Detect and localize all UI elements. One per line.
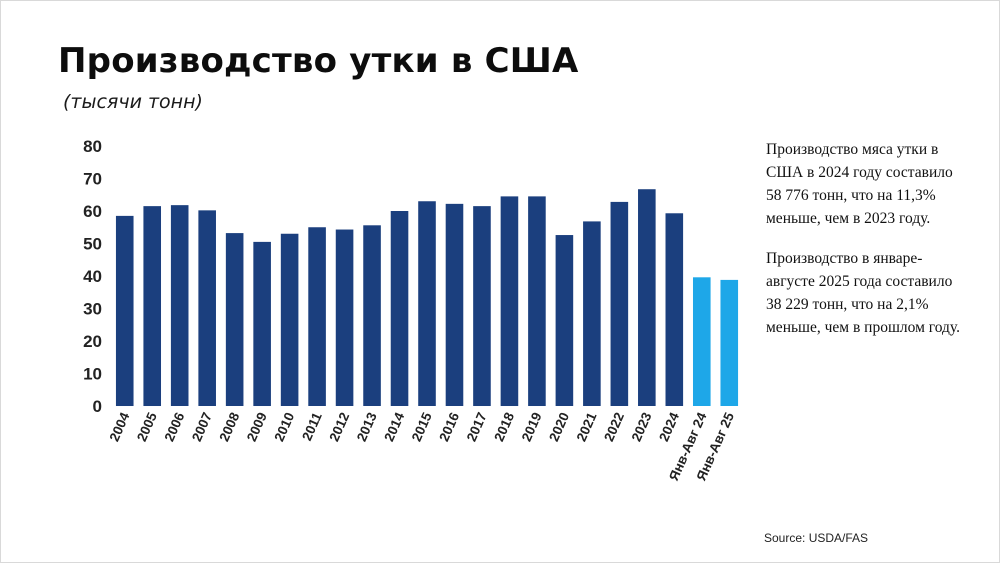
- bar: [170, 205, 189, 406]
- bar: [198, 210, 216, 406]
- y-tick-label: 50: [83, 235, 102, 254]
- bar: [280, 233, 299, 406]
- bar: [555, 235, 574, 406]
- x-tick-label: 2006: [162, 410, 188, 444]
- bar: [390, 211, 409, 406]
- bar: [363, 225, 381, 406]
- bar: [143, 206, 162, 407]
- y-tick-label: 10: [83, 365, 102, 384]
- x-axis: 2004 2005 2006 2007 2008 2009 2010 2011 2012 2013…: [107, 410, 738, 483]
- y-tick-label: 80: [83, 137, 102, 156]
- y-tick-label: 0: [93, 397, 102, 416]
- y-tick-label: 40: [83, 267, 102, 286]
- y-axis: 0 10 20 30 40 50 60 70 80: [83, 137, 102, 416]
- x-tick-label: 2013: [354, 410, 380, 444]
- bar: [583, 221, 601, 406]
- bar: [335, 229, 354, 406]
- bar: [445, 203, 464, 406]
- bar: [308, 227, 326, 406]
- x-tick-label: 2022: [601, 410, 627, 444]
- x-tick-label: 2011: [299, 410, 325, 443]
- bar: [500, 196, 519, 407]
- x-tick-label: 2009: [244, 410, 270, 444]
- bar: [528, 196, 546, 407]
- x-tick-label: 2004: [107, 410, 133, 444]
- commentary: Производство мяса утки в США в 2024 году…: [766, 138, 966, 356]
- bar: [720, 279, 739, 406]
- bar: [418, 201, 436, 406]
- commentary-paragraph-annual: Производство мяса утки в США в 2024 году…: [766, 141, 953, 227]
- x-tick-label: 2016: [436, 410, 462, 444]
- y-tick-label: 20: [83, 332, 102, 351]
- bar: [115, 215, 134, 407]
- bar: [665, 213, 684, 406]
- bar: [225, 233, 244, 406]
- source-note: Source: USDA/FAS: [764, 531, 869, 545]
- bar: [473, 206, 491, 407]
- y-tick-label: 70: [83, 170, 102, 189]
- x-tick-label: 2015: [409, 410, 435, 444]
- x-tick-label: 2005: [134, 410, 160, 444]
- y-tick-label: 30: [83, 300, 102, 319]
- y-tick-label: 60: [83, 202, 102, 221]
- x-tick-label: 2017: [464, 410, 490, 444]
- bar: [692, 277, 711, 406]
- bar: [638, 189, 656, 406]
- x-tick-label: 2014: [381, 410, 407, 444]
- page-title: Производство утки в США: [58, 41, 579, 81]
- x-tick-label: 2021: [574, 410, 600, 444]
- x-tick-label: 2020: [546, 410, 572, 444]
- bar: [610, 201, 629, 406]
- x-tick-label: 2010: [271, 410, 297, 444]
- x-tick-label: 2012: [326, 410, 352, 444]
- x-tick-label: 2019: [519, 410, 545, 444]
- x-tick-label: 2018: [491, 410, 517, 444]
- x-tick-label: 2008: [216, 410, 242, 444]
- commentary-paragraph-ytd: Производство в январе-августе 2025 года …: [766, 250, 961, 336]
- x-tick-label: 2007: [189, 410, 215, 444]
- x-tick-label: 2024: [656, 410, 682, 444]
- bar: [253, 241, 271, 407]
- page-subtitle: (тысячи тонн): [63, 91, 203, 113]
- x-tick-label: 2023: [629, 410, 655, 444]
- bars: [115, 189, 739, 407]
